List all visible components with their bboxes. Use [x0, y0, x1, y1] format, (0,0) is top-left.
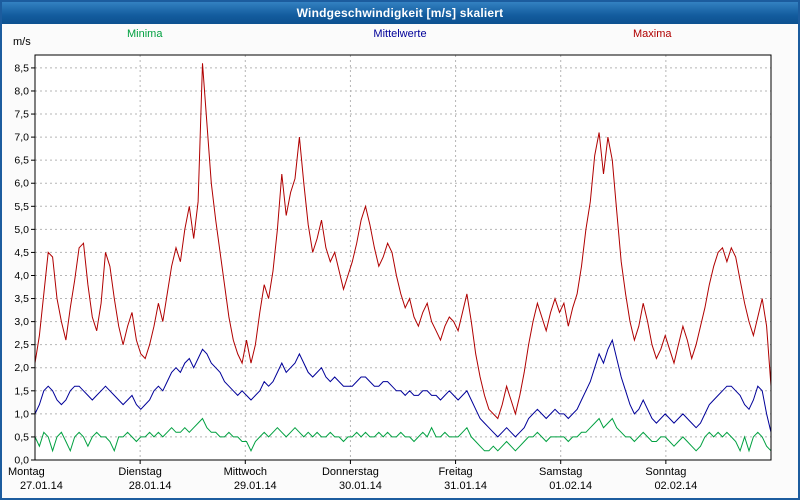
series-line-maxima — [34, 63, 772, 420]
series-line-minima — [34, 417, 772, 453]
svg-text:2,0: 2,0 — [14, 362, 29, 374]
svg-text:8,0: 8,0 — [14, 85, 29, 97]
svg-text:8,5: 8,5 — [14, 62, 29, 74]
svg-text:31.01.14: 31.01.14 — [444, 480, 487, 492]
svg-text:Dienstag: Dienstag — [118, 466, 161, 478]
svg-text:29.01.14: 29.01.14 — [234, 480, 277, 492]
svg-text:0,5: 0,5 — [14, 431, 29, 443]
svg-text:Donnerstag: Donnerstag — [322, 466, 379, 478]
legend-mittelwerte-label: Mittelwerte — [373, 28, 427, 40]
svg-text:Mittwoch: Mittwoch — [224, 466, 267, 478]
svg-text:4,5: 4,5 — [14, 247, 29, 259]
svg-text:Montag: Montag — [8, 466, 45, 478]
svg-text:Samstag: Samstag — [539, 466, 582, 478]
svg-text:2,5: 2,5 — [14, 339, 29, 351]
svg-text:1,0: 1,0 — [14, 408, 29, 420]
svg-text:02.02.14: 02.02.14 — [654, 480, 697, 492]
y-axis-unit-label: m/s — [13, 36, 31, 48]
chart-legend: Minima Mittelwerte Maxima — [2, 28, 798, 44]
svg-text:1,5: 1,5 — [14, 385, 29, 397]
svg-text:4,0: 4,0 — [14, 270, 29, 282]
series-line-mittelwerte — [34, 338, 772, 438]
svg-text:5,0: 5,0 — [14, 224, 29, 236]
legend-maxima-label: Maxima — [633, 28, 672, 40]
svg-text:3,5: 3,5 — [14, 293, 29, 305]
title-bar: Windgeschwindigkeit [m/s] skaliert — [2, 2, 798, 24]
svg-text:0,0: 0,0 — [14, 455, 29, 467]
svg-text:7,0: 7,0 — [14, 132, 29, 144]
svg-text:5,5: 5,5 — [14, 201, 29, 213]
svg-text:6,0: 6,0 — [14, 178, 29, 190]
svg-text:01.02.14: 01.02.14 — [549, 480, 592, 492]
svg-text:Freitag: Freitag — [438, 466, 472, 478]
window-title: Windgeschwindigkeit [m/s] skaliert — [296, 6, 504, 20]
svg-text:Sonntag: Sonntag — [645, 466, 686, 478]
svg-text:7,5: 7,5 — [14, 109, 29, 121]
svg-text:28.01.14: 28.01.14 — [129, 480, 172, 492]
svg-text:27.01.14: 27.01.14 — [20, 480, 63, 492]
legend-minima-label: Minima — [127, 28, 163, 40]
svg-text:6,5: 6,5 — [14, 155, 29, 167]
svg-text:3,0: 3,0 — [14, 316, 29, 328]
svg-text:30.01.14: 30.01.14 — [339, 480, 382, 492]
